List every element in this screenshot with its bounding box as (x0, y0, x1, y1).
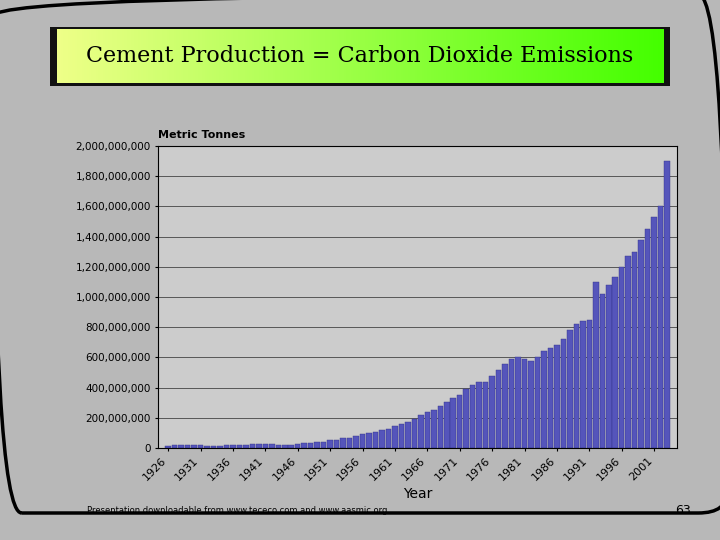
Bar (425, 412, 430, 448)
Bar (308, 443, 313, 448)
Bar (217, 446, 222, 448)
Bar (321, 442, 326, 448)
Bar (580, 321, 585, 448)
Bar (554, 346, 559, 448)
Bar (587, 320, 592, 448)
Bar (470, 384, 475, 448)
Bar (230, 445, 235, 448)
Bar (528, 361, 534, 448)
Bar (211, 446, 216, 448)
Bar (516, 357, 521, 448)
Bar (632, 252, 637, 448)
Bar (354, 436, 359, 448)
Bar (386, 429, 391, 448)
Bar (665, 161, 670, 448)
Bar (166, 446, 171, 448)
Bar (224, 446, 229, 448)
Bar (593, 282, 598, 448)
Bar (276, 444, 281, 448)
Bar (289, 445, 294, 448)
FancyBboxPatch shape (50, 27, 670, 86)
Bar (282, 444, 287, 448)
Bar (179, 445, 184, 448)
Bar (457, 395, 462, 448)
Bar (172, 446, 177, 448)
Bar (315, 442, 320, 448)
Bar (561, 339, 566, 448)
Bar (373, 431, 378, 448)
X-axis label: Year: Year (403, 487, 432, 501)
Bar (600, 294, 605, 448)
Bar (399, 424, 404, 448)
Bar (619, 267, 624, 448)
Bar (256, 444, 261, 448)
Text: Metric Tonnes: Metric Tonnes (158, 130, 246, 140)
Text: Cement Production = Carbon Dioxide Emissions: Cement Production = Carbon Dioxide Emiss… (86, 44, 634, 66)
Bar (483, 382, 488, 448)
Bar (522, 359, 527, 448)
Bar (464, 389, 469, 448)
Bar (263, 444, 268, 448)
Bar (626, 256, 631, 448)
Text: Presentation downloadable from www.tececo.com and www.aasmic.org: Presentation downloadable from www.tecec… (87, 506, 388, 515)
Bar (477, 382, 482, 448)
Bar (503, 363, 508, 448)
Bar (185, 445, 190, 448)
Bar (328, 440, 333, 448)
Bar (302, 443, 307, 448)
Bar (366, 433, 372, 448)
Bar (431, 410, 436, 448)
Bar (451, 399, 456, 448)
Bar (243, 444, 248, 448)
Bar (652, 217, 657, 448)
Bar (204, 446, 210, 448)
Bar (405, 422, 410, 448)
Bar (295, 444, 300, 448)
Bar (250, 444, 255, 448)
Bar (341, 438, 346, 448)
Bar (392, 426, 397, 448)
Bar (347, 437, 352, 448)
Bar (574, 324, 579, 448)
Bar (379, 430, 384, 448)
Bar (496, 369, 501, 448)
Bar (438, 406, 443, 448)
Bar (490, 376, 495, 448)
Bar (412, 418, 417, 448)
Bar (192, 445, 197, 448)
Bar (535, 357, 540, 448)
Bar (334, 440, 339, 448)
Bar (418, 415, 423, 448)
Bar (639, 240, 644, 448)
Bar (645, 229, 650, 448)
Bar (548, 348, 553, 448)
Bar (613, 278, 618, 448)
Bar (237, 444, 242, 448)
Bar (606, 285, 611, 448)
Bar (269, 444, 274, 448)
Bar (360, 434, 365, 448)
Bar (567, 330, 572, 448)
Text: 63: 63 (675, 504, 691, 517)
Bar (444, 402, 449, 448)
Bar (658, 206, 663, 448)
Bar (198, 446, 203, 448)
Bar (541, 352, 546, 448)
Bar (509, 359, 514, 448)
